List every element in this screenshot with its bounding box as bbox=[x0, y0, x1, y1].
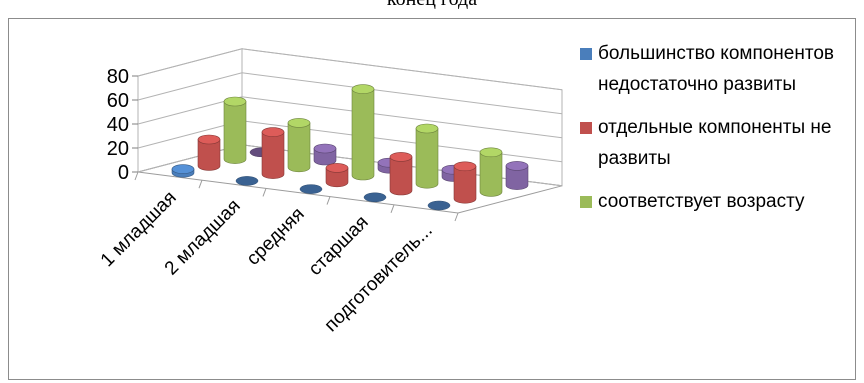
bar-top bbox=[389, 152, 413, 162]
bar-top bbox=[505, 161, 529, 171]
y-tick-label: 80 bbox=[107, 66, 129, 88]
y-tick-label: 40 bbox=[107, 114, 129, 136]
bar bbox=[351, 88, 375, 181]
bar-top bbox=[479, 147, 503, 158]
bar-base bbox=[427, 200, 451, 211]
bar-base bbox=[363, 192, 387, 203]
bar bbox=[325, 167, 349, 188]
bar bbox=[453, 166, 477, 204]
bar bbox=[261, 131, 285, 179]
bar bbox=[389, 156, 413, 196]
y-tick-label: 60 bbox=[107, 90, 129, 112]
x-tick-label: старшая bbox=[305, 212, 373, 280]
chart-area bbox=[8, 18, 856, 380]
gridline bbox=[137, 96, 563, 139]
x-tick bbox=[326, 196, 331, 205]
legend-label: большинство компонентов недостаточно раз… bbox=[598, 43, 835, 95]
bar-top bbox=[415, 123, 439, 134]
legend-swatch bbox=[580, 48, 592, 60]
legend-item: большинство компонентов недостаточно раз… bbox=[580, 38, 860, 100]
x-tick bbox=[262, 188, 267, 197]
x-tick bbox=[454, 212, 459, 222]
x-tick bbox=[390, 204, 395, 213]
bar bbox=[479, 152, 503, 197]
gridline bbox=[137, 72, 563, 115]
bar bbox=[287, 122, 311, 173]
bar bbox=[197, 139, 221, 171]
bar-top bbox=[351, 84, 375, 94]
bar bbox=[223, 101, 247, 164]
bar-top bbox=[197, 134, 221, 145]
legend-item: отдельные компоненты не развиты bbox=[580, 112, 860, 174]
x-tick-label: средняя bbox=[243, 204, 309, 270]
legend-swatch bbox=[580, 122, 592, 134]
y-tick-label: 20 bbox=[107, 138, 129, 160]
legend-label: соответствует возрасту bbox=[598, 191, 805, 212]
bar-base bbox=[299, 184, 323, 194]
bar-top bbox=[171, 164, 195, 174]
bar bbox=[415, 128, 439, 189]
bar-base bbox=[235, 176, 259, 186]
legend-item: соответствует возрасту bbox=[580, 186, 860, 217]
bar-top bbox=[325, 163, 349, 173]
chart-legend: большинство компонентов недостаточно раз… bbox=[580, 38, 860, 229]
x-tick bbox=[198, 180, 203, 189]
bar-top bbox=[261, 127, 285, 137]
gridline bbox=[137, 48, 563, 91]
bar-top bbox=[453, 161, 477, 172]
y-tick-label: 0 bbox=[118, 162, 129, 184]
x-tick bbox=[134, 171, 139, 181]
legend-label: отдельные компоненты не развиты bbox=[598, 117, 832, 169]
bar-top bbox=[287, 118, 311, 128]
page-top-title: конец года bbox=[0, 0, 864, 11]
bar-top bbox=[223, 96, 247, 107]
bar bbox=[505, 165, 529, 190]
legend-swatch bbox=[580, 196, 592, 208]
bar-top bbox=[313, 143, 337, 154]
